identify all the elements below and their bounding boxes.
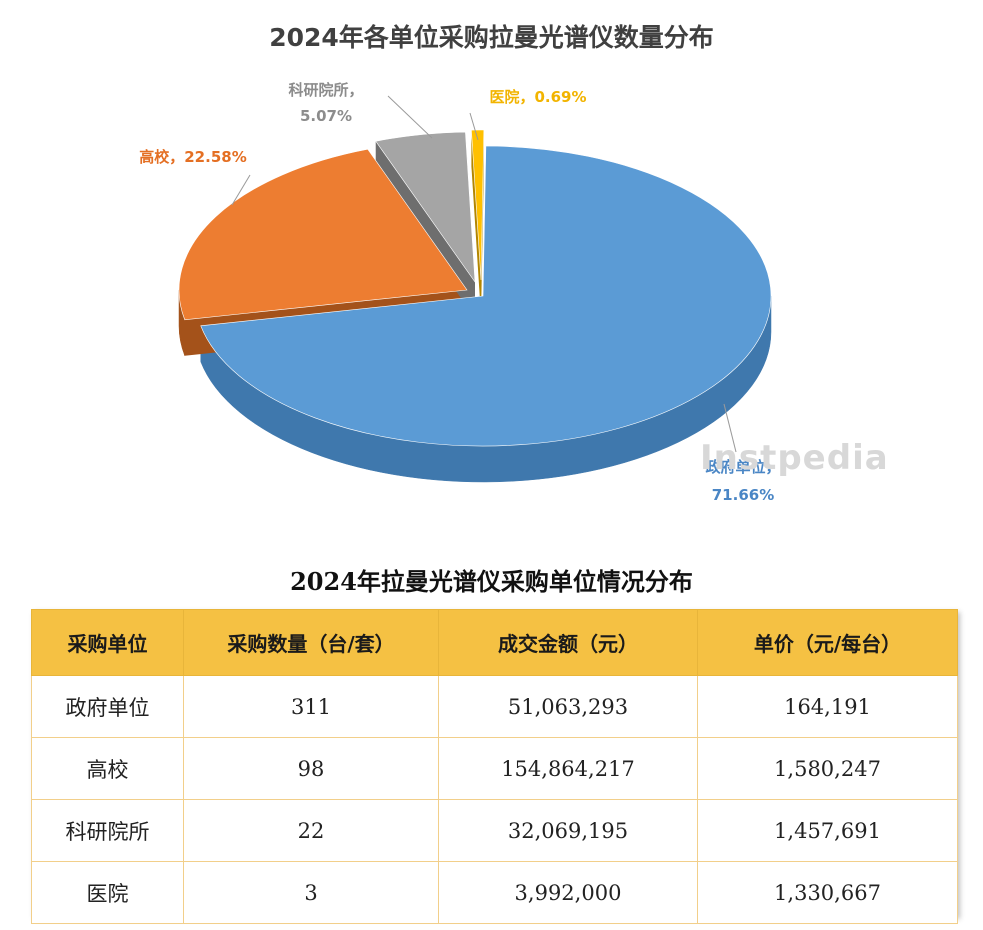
pie-chart: 政府单位， 71.66% 高校，22.58% 科研院所， 5.07% 医院，0.69%	[139, 81, 780, 504]
watermark: Instpedia	[700, 438, 889, 478]
procurement-table: 采购单位 采购数量（台/套） 成交金额（元） 单价（元/每台） 政府单位 311…	[31, 609, 958, 924]
header-amount: 成交金额（元）	[438, 609, 698, 676]
label-government-name: 政府单位，	[705, 458, 780, 476]
cell-unit-price: 1,330,667	[697, 861, 958, 924]
cell-amount: 32,069,195	[438, 799, 698, 862]
table-title: 2024年拉曼光谱仪采购单位情况分布	[290, 567, 693, 596]
cell-quantity: 98	[183, 737, 439, 800]
slice-research	[375, 131, 476, 284]
chart-title: 2024年各单位采购拉曼光谱仪数量分布	[269, 23, 714, 52]
label-hospital: 医院，0.69%	[489, 88, 586, 106]
label-university: 高校，22.58%	[139, 148, 246, 166]
cell-amount: 3,992,000	[438, 861, 698, 924]
label-government-value: 71.66%	[712, 486, 774, 504]
label-government-leader	[723, 403, 737, 453]
cell-amount: 154,864,217	[438, 737, 698, 800]
cell-unit: 医院	[31, 861, 184, 924]
slice-side-hospital-face	[471, 130, 481, 316]
table-row: 科研院所 22 32,069,195 1,457,691	[31, 799, 958, 862]
slice-government	[200, 145, 772, 447]
table-row: 医院 3 3,992,000 1,330,667	[31, 861, 958, 924]
cell-unit-price: 1,457,691	[697, 799, 958, 862]
cell-quantity: 3	[183, 861, 439, 924]
header-quantity: 采购数量（台/套）	[183, 609, 439, 676]
cell-unit-price: 1,580,247	[697, 737, 958, 800]
cell-amount: 51,063,293	[438, 675, 698, 738]
header-unit: 采购单位	[31, 609, 184, 676]
cell-unit: 政府单位	[31, 675, 184, 738]
cell-unit-price: 164,191	[697, 675, 958, 738]
label-hospital-leader	[469, 112, 479, 141]
slice-hospital	[471, 129, 485, 281]
cell-quantity: 311	[183, 675, 439, 738]
header-unit-price: 单价（元/每台）	[697, 609, 958, 676]
cell-quantity: 22	[183, 799, 439, 862]
table-container: 采购单位 采购数量（台/套） 成交金额（元） 单价（元/每台） 政府单位 311…	[31, 609, 958, 924]
slice-university	[178, 148, 468, 321]
cell-unit: 科研院所	[31, 799, 184, 862]
table-row: 高校 98 154,864,217 1,580,247	[31, 737, 958, 800]
label-research-leader	[387, 95, 433, 139]
label-research-name: 科研院所，	[288, 81, 363, 99]
label-research-value: 5.07%	[300, 107, 352, 125]
table-header-row: 采购单位 采购数量（台/套） 成交金额（元） 单价（元/每台）	[31, 609, 958, 676]
label-university-leader	[231, 174, 251, 206]
cell-unit: 高校	[31, 737, 184, 800]
table-row: 政府单位 311 51,063,293 164,191	[31, 675, 958, 738]
